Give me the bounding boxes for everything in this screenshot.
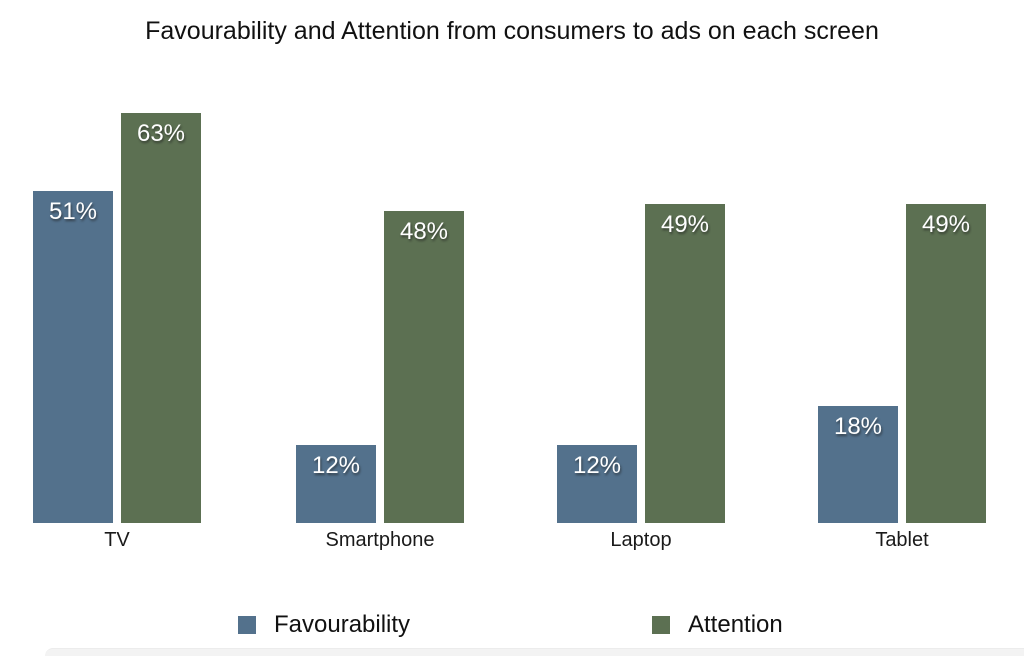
legend-label-attention: Attention (688, 611, 783, 638)
bar-value-label: 18% (833, 413, 883, 440)
bar-attention-tv: 63% (121, 113, 201, 523)
bar-value-label: 12% (311, 452, 361, 479)
bar-group-laptop: 12% 49% (557, 204, 725, 523)
bar-favourability-tablet: 18% (818, 406, 898, 523)
legend-label-favourability: Favourability (274, 611, 411, 638)
bar-attention-smartphone: 48% (384, 211, 464, 523)
bar-value-label: 48% (399, 218, 449, 245)
bar-value-label: 49% (921, 211, 971, 238)
legend-item-attention: Attention (652, 611, 783, 638)
bar-group-tablet: 18% 49% (818, 204, 986, 523)
bar-attention-tablet: 49% (906, 204, 986, 523)
bar-value-label: 49% (660, 211, 710, 238)
bar-favourability-smartphone: 12% (296, 445, 376, 523)
legend-swatch-favourability (238, 616, 256, 634)
bar-favourability-laptop: 12% (557, 445, 637, 523)
bottom-edge-strip (45, 648, 1024, 656)
bar-value-label: 12% (572, 452, 622, 479)
bar-value-label: 51% (48, 198, 98, 225)
bar-favourability-tv: 51% (33, 191, 113, 523)
bar-group-tv: 51% 63% (33, 113, 201, 523)
category-label-tv: TV (104, 529, 130, 551)
legend-item-favourability: Favourability (238, 611, 411, 638)
bar-group-smartphone: 12% 48% (296, 211, 464, 523)
bar-value-label: 63% (136, 120, 186, 147)
category-label-tablet: Tablet (875, 529, 929, 551)
bar-attention-laptop: 49% (645, 204, 725, 523)
category-label-smartphone: Smartphone (325, 529, 435, 551)
legend-swatch-attention (652, 616, 670, 634)
category-label-laptop: Laptop (610, 529, 672, 551)
chart-title: Favourability and Attention from consume… (145, 17, 879, 45)
